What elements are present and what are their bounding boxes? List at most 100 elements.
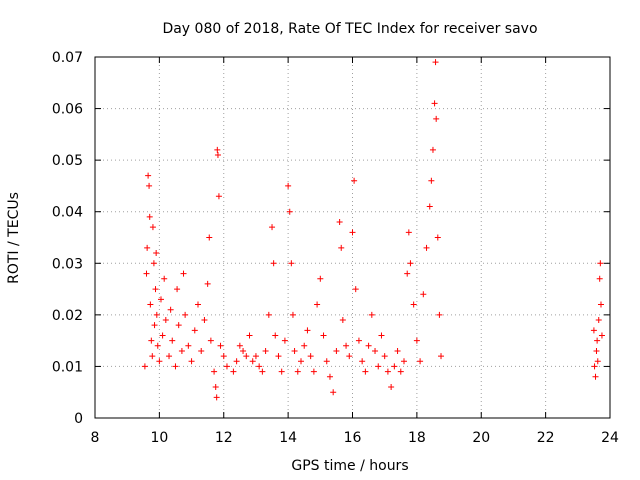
data-point — [212, 384, 219, 391]
data-point — [191, 327, 198, 334]
data-point — [172, 363, 179, 370]
data-point — [206, 234, 213, 241]
data-point — [154, 342, 161, 349]
data-point — [175, 322, 182, 329]
data-point — [243, 353, 250, 360]
data-point — [339, 317, 346, 324]
data-point — [351, 177, 358, 184]
plot-frame — [94, 56, 611, 419]
data-point — [592, 373, 599, 380]
data-point — [338, 244, 345, 251]
data-point — [278, 368, 285, 375]
data-point — [188, 358, 195, 365]
data-point — [146, 213, 153, 220]
data-point — [153, 311, 160, 318]
data-point — [240, 347, 247, 354]
data-point — [246, 332, 253, 339]
data-point — [178, 347, 185, 354]
data-point — [298, 358, 304, 365]
data-point — [151, 322, 158, 329]
data-points — [141, 59, 605, 401]
x-tick-label: 8 — [91, 430, 100, 446]
data-point — [307, 353, 314, 360]
y-tick-label: 0.06 — [52, 102, 83, 118]
data-point — [368, 311, 375, 318]
data-point — [432, 59, 439, 66]
y-axis-label: ROTI / TECUs — [6, 192, 22, 284]
data-point — [323, 358, 330, 365]
data-point — [391, 363, 398, 370]
data-point — [433, 115, 440, 122]
y-tick-label: 0.04 — [52, 205, 83, 221]
x-axis-ticks: 8 10 12 14 16 18 20 22 24 — [91, 57, 619, 446]
data-point — [223, 363, 230, 370]
data-point — [185, 342, 192, 349]
data-point — [310, 368, 317, 375]
x-tick-label: 24 — [601, 430, 619, 446]
data-point — [262, 347, 269, 354]
data-point — [405, 229, 412, 236]
x-axis-label: GPS time / hours — [291, 458, 408, 474]
data-point — [256, 363, 263, 370]
data-point — [182, 311, 189, 318]
data-point — [417, 358, 424, 365]
data-point — [596, 275, 603, 282]
data-point — [162, 317, 169, 324]
data-point — [401, 358, 407, 365]
data-point — [591, 363, 598, 370]
data-point — [597, 260, 604, 267]
data-point — [349, 229, 356, 236]
data-point — [153, 249, 160, 256]
data-point — [180, 270, 187, 277]
data-point — [394, 347, 401, 354]
data-point — [434, 234, 441, 241]
data-point — [149, 224, 156, 231]
data-point — [148, 337, 155, 344]
data-point — [217, 342, 224, 349]
data-point — [281, 337, 288, 344]
y-tick-label: 0.03 — [52, 256, 83, 272]
data-point — [378, 332, 385, 339]
data-point — [320, 332, 327, 339]
data-point — [145, 172, 152, 179]
data-point — [291, 347, 298, 354]
data-point — [156, 358, 163, 365]
data-point — [438, 353, 445, 360]
data-point — [259, 368, 266, 375]
y-tick-label: 0.07 — [52, 50, 83, 66]
data-point — [413, 337, 420, 344]
data-point — [294, 368, 301, 375]
data-point — [236, 342, 243, 349]
data-point — [166, 353, 173, 360]
data-point — [420, 291, 427, 298]
data-point — [428, 177, 435, 184]
data-point — [214, 151, 221, 158]
x-tick-label: 12 — [215, 430, 233, 446]
x-tick-label: 20 — [472, 430, 490, 446]
data-point — [388, 384, 395, 391]
data-point — [431, 100, 438, 107]
data-point — [590, 327, 597, 334]
data-point — [286, 208, 293, 215]
data-point — [372, 347, 379, 354]
data-point — [410, 301, 417, 308]
data-point — [289, 311, 296, 318]
data-point — [375, 363, 382, 370]
data-point — [404, 270, 411, 277]
data-point — [594, 337, 601, 344]
data-point — [593, 347, 600, 354]
data-point — [362, 368, 369, 375]
data-point — [141, 363, 148, 370]
data-point — [169, 337, 176, 344]
data-point — [346, 353, 353, 360]
data-point — [384, 368, 391, 375]
x-tick-label: 22 — [537, 430, 555, 446]
data-point — [198, 347, 205, 354]
data-point — [214, 146, 221, 153]
data-point — [301, 342, 308, 349]
data-point — [275, 353, 282, 360]
data-point — [285, 182, 292, 189]
data-point — [407, 260, 414, 267]
data-point — [381, 353, 388, 360]
